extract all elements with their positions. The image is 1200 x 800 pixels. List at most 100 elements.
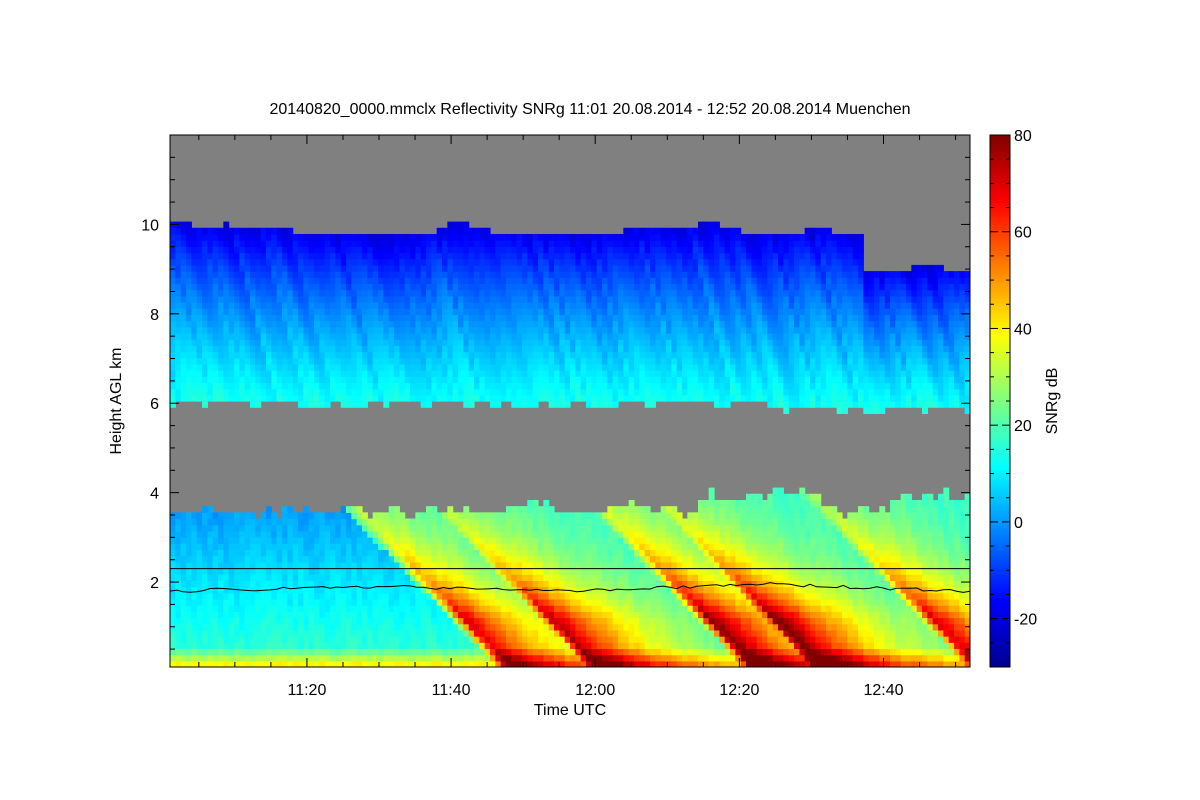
heatmap-cell (234, 605, 240, 612)
heatmap-cell (234, 295, 240, 303)
heatmap-cell (623, 240, 630, 247)
heatmap-cell (532, 314, 539, 322)
heatmap-cell (250, 277, 256, 285)
heatmap-cell (618, 574, 624, 581)
heatmap-cell (447, 240, 454, 247)
heatmap-cell (223, 592, 230, 600)
heatmap-cell (282, 289, 288, 297)
heatmap-cell (196, 598, 203, 606)
heatmap-cell (287, 283, 294, 291)
heatmap-cell (271, 370, 278, 377)
heatmap-cell (399, 555, 406, 563)
heatmap-cell (415, 580, 422, 588)
heatmap-cell (607, 326, 614, 334)
heatmap-cell (644, 394, 651, 402)
heatmap-cell (356, 332, 363, 340)
heatmap-cell (186, 654, 192, 662)
heatmap-cell (351, 339, 358, 346)
heatmap-cell (218, 264, 224, 272)
heatmap-cell (559, 598, 566, 606)
heatmap-cell (580, 277, 587, 285)
heatmap-cell (191, 357, 198, 365)
heatmap-cell (500, 326, 507, 334)
heatmap-cell (426, 326, 432, 334)
heatmap-cell (516, 252, 523, 260)
heatmap-cell (303, 660, 310, 667)
heatmap-cell (426, 561, 432, 569)
heatmap-cell (308, 549, 315, 557)
heatmap-cell (356, 264, 363, 272)
heatmap-cell (420, 351, 427, 359)
heatmap-cell (618, 332, 624, 340)
heatmap-cell (298, 660, 304, 667)
heatmap-cell (452, 574, 459, 581)
heatmap-cell (532, 363, 539, 371)
heatmap-cell (378, 654, 384, 662)
heatmap-cell (404, 295, 411, 303)
heatmap-cell (175, 227, 182, 235)
heatmap-cell (399, 240, 406, 247)
heatmap-cell (639, 617, 646, 625)
heatmap-cell (330, 314, 336, 322)
heatmap-cell (202, 524, 208, 532)
heatmap-cell (634, 246, 640, 254)
heatmap-cell (276, 561, 283, 569)
heatmap-cell (660, 326, 667, 334)
heatmap-cell (282, 258, 288, 266)
heatmap-cell (314, 308, 320, 315)
heatmap-cell (330, 617, 336, 625)
heatmap-cell (500, 295, 507, 303)
heatmap-cell (383, 642, 390, 650)
heatmap-cell (308, 568, 315, 575)
heatmap-cell (362, 518, 368, 526)
heatmap-cell (511, 543, 518, 551)
heatmap-cell (362, 271, 368, 278)
heatmap-cell (394, 271, 400, 278)
heatmap-cell (287, 537, 294, 544)
heatmap-cell (628, 382, 635, 390)
heatmap-cell (223, 580, 230, 588)
heatmap-cell (436, 605, 443, 612)
heatmap-cell (452, 233, 459, 241)
heatmap-cell (175, 388, 182, 396)
heatmap-cell (634, 240, 640, 247)
heatmap-cell (335, 660, 342, 667)
heatmap-cell (170, 233, 176, 241)
heatmap-cell (426, 271, 432, 278)
heatmap-cell (559, 326, 566, 334)
heatmap-cell (388, 376, 395, 384)
heatmap-cell (618, 654, 624, 662)
heatmap-cell (399, 351, 406, 359)
heatmap-cell (484, 376, 491, 384)
heatmap-cell (474, 382, 480, 390)
heatmap-cell (324, 530, 331, 538)
heatmap-cell (410, 339, 416, 346)
heatmap-cell (244, 512, 251, 520)
heatmap-cell (495, 401, 502, 408)
heatmap-cell (308, 605, 315, 612)
heatmap-cell (292, 642, 299, 650)
heatmap-cell (196, 568, 203, 575)
heatmap-cell (474, 314, 480, 322)
heatmap-cell (394, 580, 400, 588)
heatmap-cell (260, 295, 267, 303)
heatmap-cell (356, 642, 363, 650)
heatmap-cell (282, 345, 288, 353)
heatmap-cell (548, 580, 555, 588)
heatmap-cell (218, 308, 224, 315)
heatmap-cell (175, 611, 182, 619)
heatmap-cell (650, 592, 656, 600)
heatmap-cell (639, 394, 646, 402)
heatmap-cell (255, 283, 262, 291)
heatmap-cell (660, 246, 667, 254)
heatmap-cell (303, 636, 310, 643)
heatmap-cell (591, 580, 598, 588)
heatmap-cell (548, 537, 555, 544)
heatmap-cell (223, 660, 230, 667)
heatmap-cell (255, 629, 262, 637)
heatmap-cell (346, 574, 352, 581)
heatmap-cell (618, 629, 624, 637)
heatmap-cell (244, 592, 251, 600)
heatmap-cell (644, 357, 651, 365)
heatmap-cell (623, 524, 630, 532)
